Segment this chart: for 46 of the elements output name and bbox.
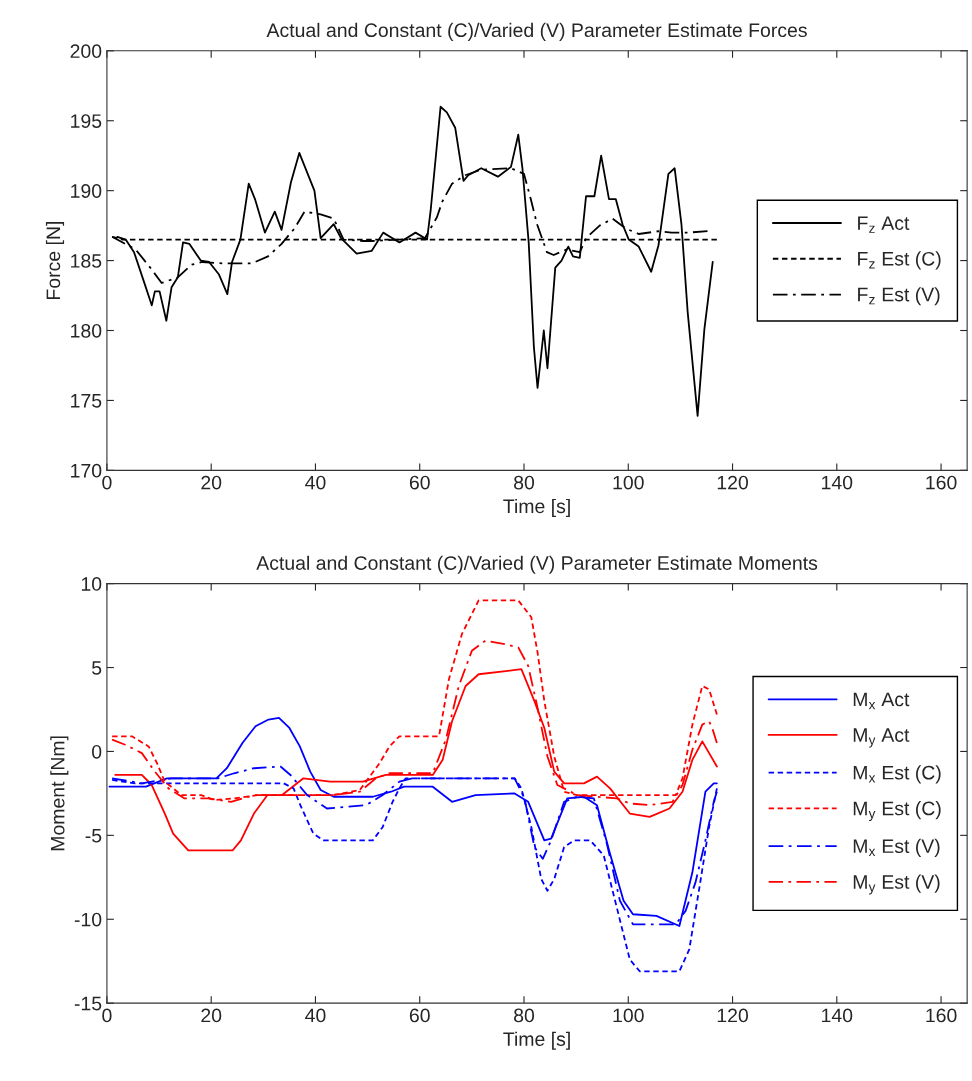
legend-label: M$_{y}$ Est (V): [853, 874, 940, 895]
x-tick-label: 140: [822, 475, 853, 490]
y-tick-label: -10: [74, 912, 102, 927]
legend-label: M$_{y}$ Est (C): [853, 801, 941, 822]
y-tick-label: 190: [71, 184, 102, 198]
x-tick-label: 40: [305, 475, 326, 490]
x-tick-label: 80: [514, 475, 535, 490]
legend-label: M$_{x}$ Est (V): [853, 838, 940, 857]
x-tick-label: 40: [305, 1008, 326, 1023]
legend-label: F$_{z}$ Act: [858, 216, 910, 233]
x-tick-label: 60: [409, 1008, 430, 1023]
chart-title: Actual and Constant (C)/Varied (V) Parameter Estimate Forces: [266, 22, 807, 41]
legend-label: F$_{z}$ Est (C): [858, 251, 941, 270]
x-tick-label: 100: [613, 1008, 644, 1023]
legend-label: M$_{y}$ Act: [853, 728, 910, 748]
y-tick-label: 200: [70, 44, 102, 59]
y-axis-title: Moment [Nm]: [50, 736, 69, 851]
x-tick-label: 160: [926, 475, 957, 490]
legend-label: F$_{z}$ Est (V): [858, 287, 940, 306]
x-tick-label: 100: [613, 475, 644, 490]
y-tick-label: 175: [71, 394, 102, 408]
y-tick-label: 0: [92, 744, 102, 759]
y-tick-label: 195: [71, 114, 102, 128]
x-tick-label: 140: [822, 1008, 853, 1023]
x-tick-label: 120: [717, 475, 748, 490]
y-tick-label: -5: [85, 829, 102, 843]
y-tick-label: -15: [74, 996, 102, 1011]
x-axis-title: Time [s]: [503, 1031, 570, 1050]
y-axis-title: Force [N]: [45, 221, 65, 299]
x-tick-label: 120: [717, 1008, 748, 1023]
x-tick-label: 0: [102, 475, 112, 490]
x-axis-title: Time [s]: [503, 498, 570, 518]
legend-label: M$_{x}$ Act: [853, 692, 910, 710]
x-tick-label: 60: [409, 475, 430, 490]
y-tick-label: 185: [71, 254, 102, 268]
x-tick-label: 20: [201, 1008, 222, 1023]
y-tick-label: 170: [71, 463, 102, 478]
legend-label: M$_{x}$ Est (C): [853, 765, 941, 784]
y-tick-label: 180: [71, 323, 102, 338]
chart-title: Actual and Constant (C)/Varied (V) Parameter Estimate Moments: [256, 555, 818, 574]
x-tick-label: 20: [201, 475, 222, 490]
x-tick-label: 0: [102, 1008, 112, 1023]
x-tick-label: 160: [926, 1008, 957, 1023]
y-tick-label: 5: [92, 661, 102, 675]
y-tick-label: 10: [81, 577, 102, 591]
x-tick-label: 80: [514, 1008, 535, 1023]
